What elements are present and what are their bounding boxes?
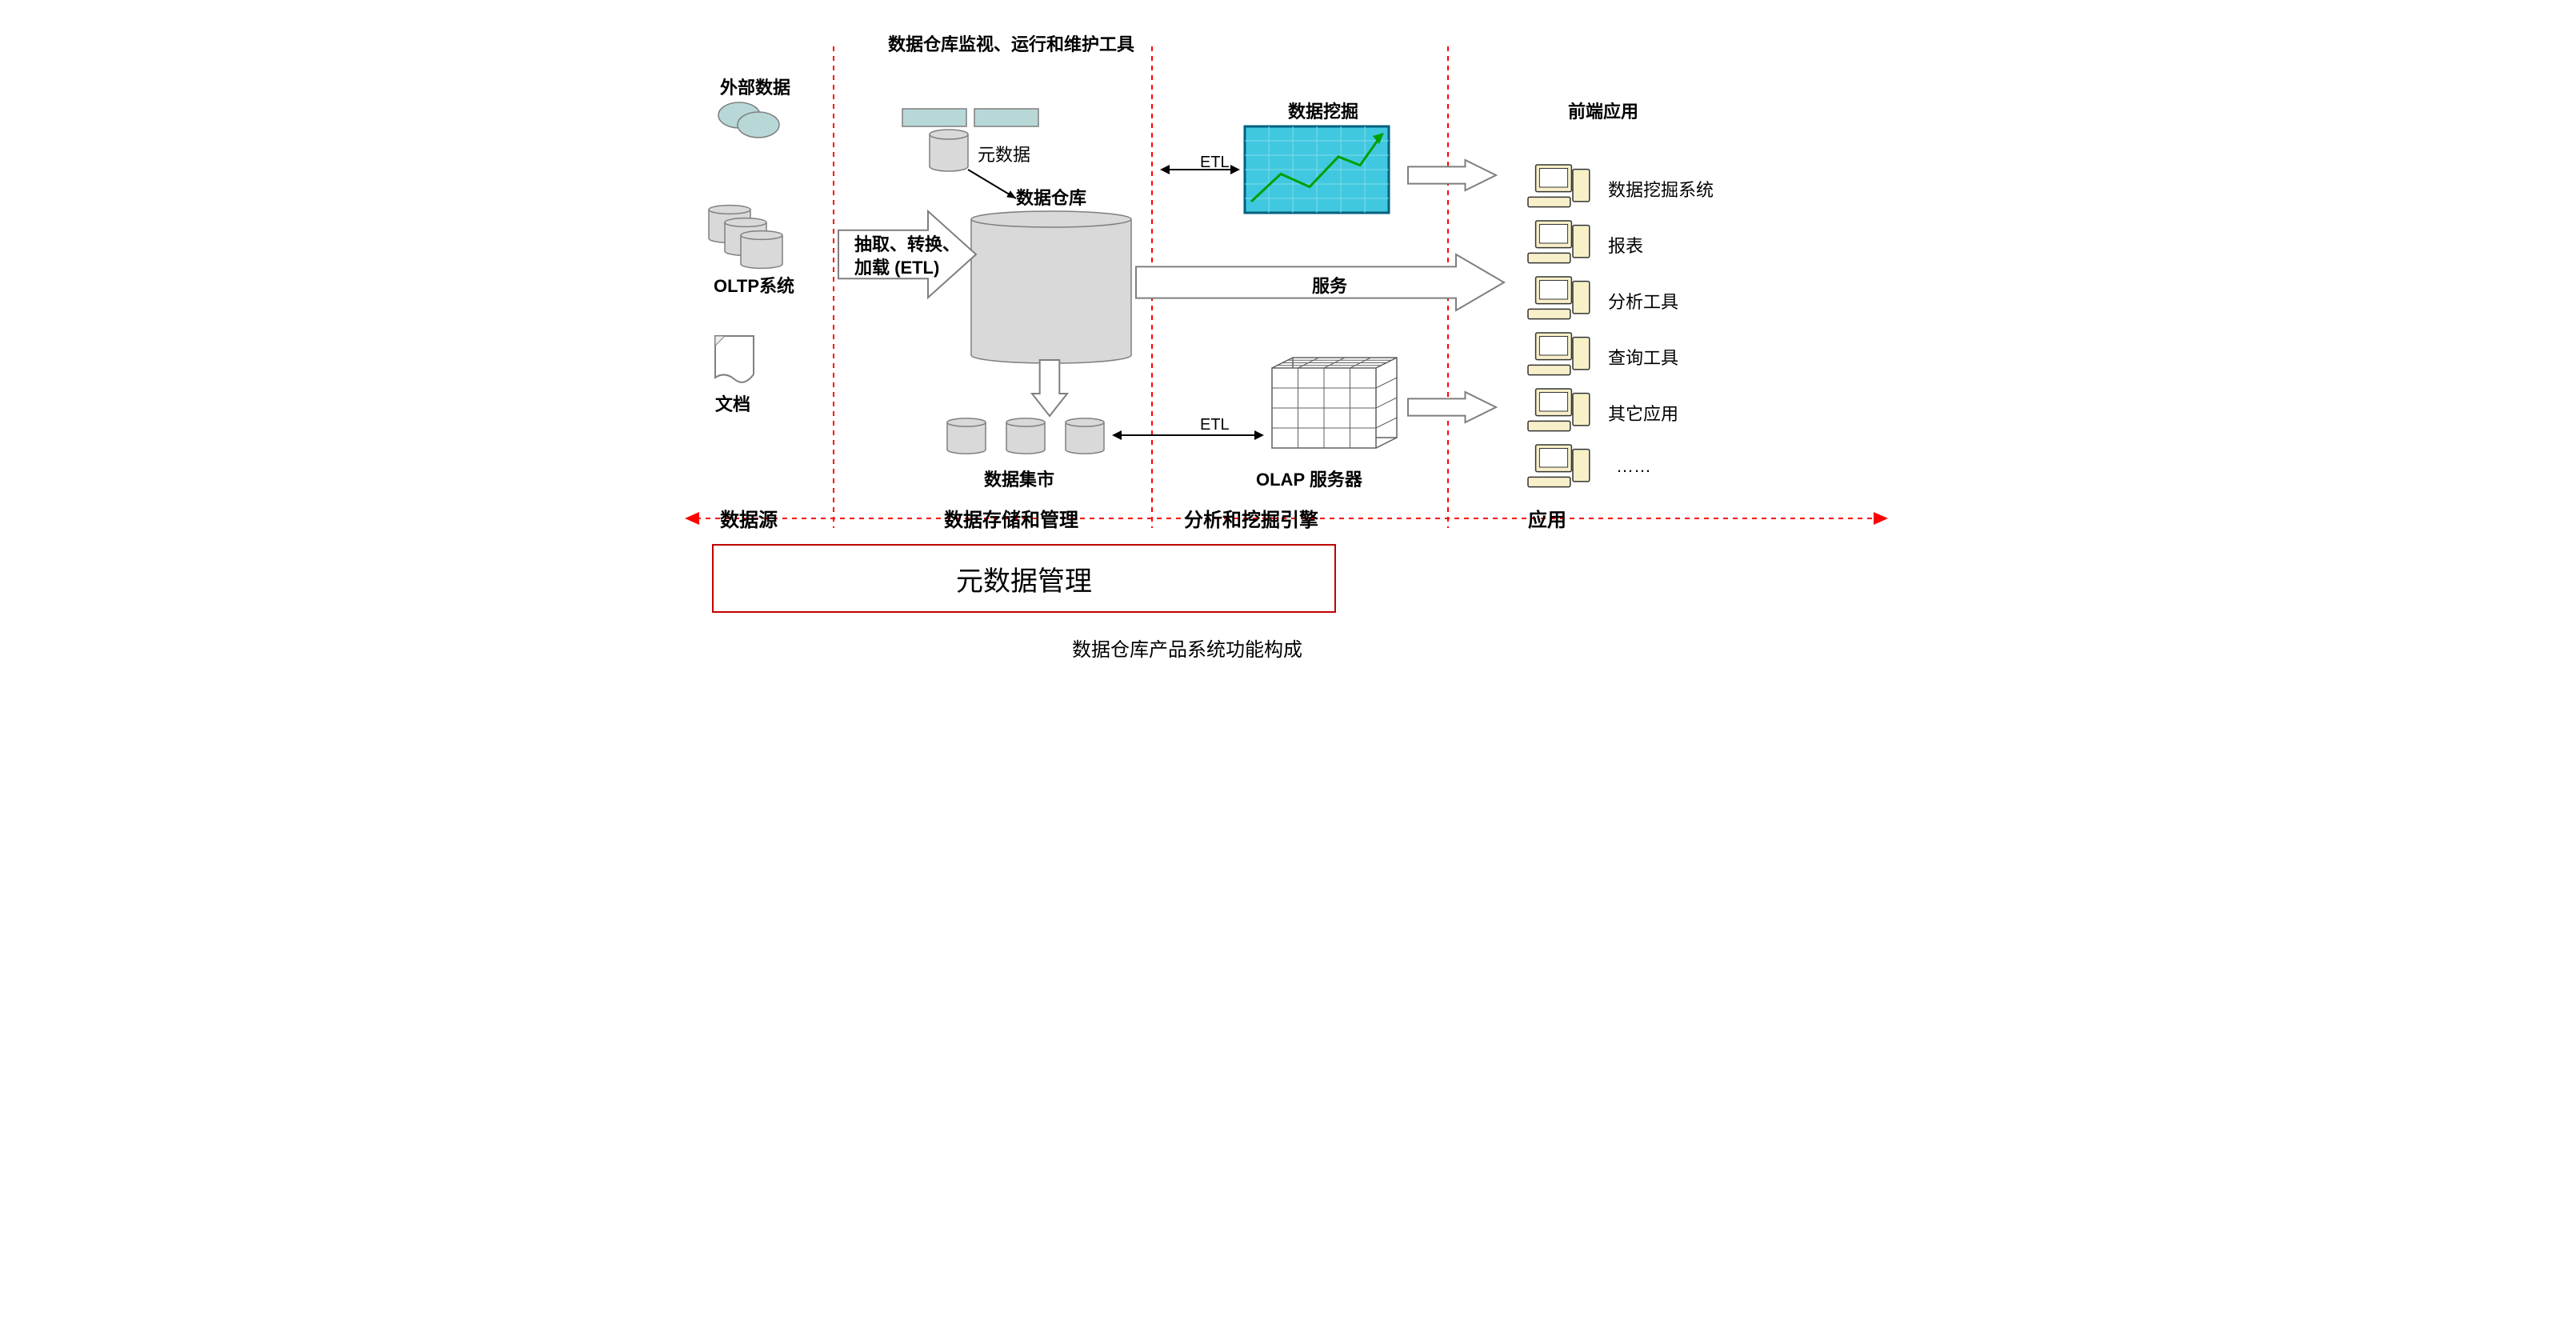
label-service: 服务 [1312,272,1347,298]
arrows [838,160,1504,440]
label-olap: OLAP 服务器 [1256,466,1362,491]
dw-architecture-diagram: 数据仓库监视、运行和维护工具 数据源 数据存储和管理 分析和挖掘引擎 应用 外部… [680,16,1896,672]
label-data-mining: 数据挖掘 [1288,98,1358,123]
label-app-more: …… [1616,456,1651,477]
label-doc: 文档 [715,390,750,416]
label-external-data: 外部数据 [720,74,790,99]
label-etl-main: 抽取、转换、 加载 (ETL) [854,234,960,279]
section-source: 数据源 [720,504,778,532]
label-app-other: 其它应用 [1608,400,1678,426]
label-app-report: 报表 [1608,232,1643,258]
label-data-mart: 数据集市 [984,466,1054,491]
label-etl2: ETL [1200,416,1230,434]
label-dw: 数据仓库 [1016,184,1086,210]
label-app-query: 查询工具 [1608,344,1678,370]
label-metadata: 元数据 [978,141,1030,166]
label-app-mining: 数据挖掘系统 [1608,176,1714,202]
label-etl1: ETL [1200,154,1230,172]
label-oltp: OLTP系统 [714,272,794,298]
section-analysis: 分析和挖掘引擎 [1184,504,1318,532]
title-top: 数据仓库监视、运行和维护工具 [888,30,1134,56]
section-app: 应用 [1528,504,1566,532]
label-front-app: 前端应用 [1568,98,1638,123]
meta-management-box: 元数据管理 [712,544,1336,613]
label-app-analysis: 分析工具 [1608,288,1678,314]
meta-management-label: 元数据管理 [956,559,1092,598]
diagram-caption: 数据仓库产品系统功能构成 [1072,634,1302,662]
section-storage: 数据存储和管理 [944,504,1078,532]
